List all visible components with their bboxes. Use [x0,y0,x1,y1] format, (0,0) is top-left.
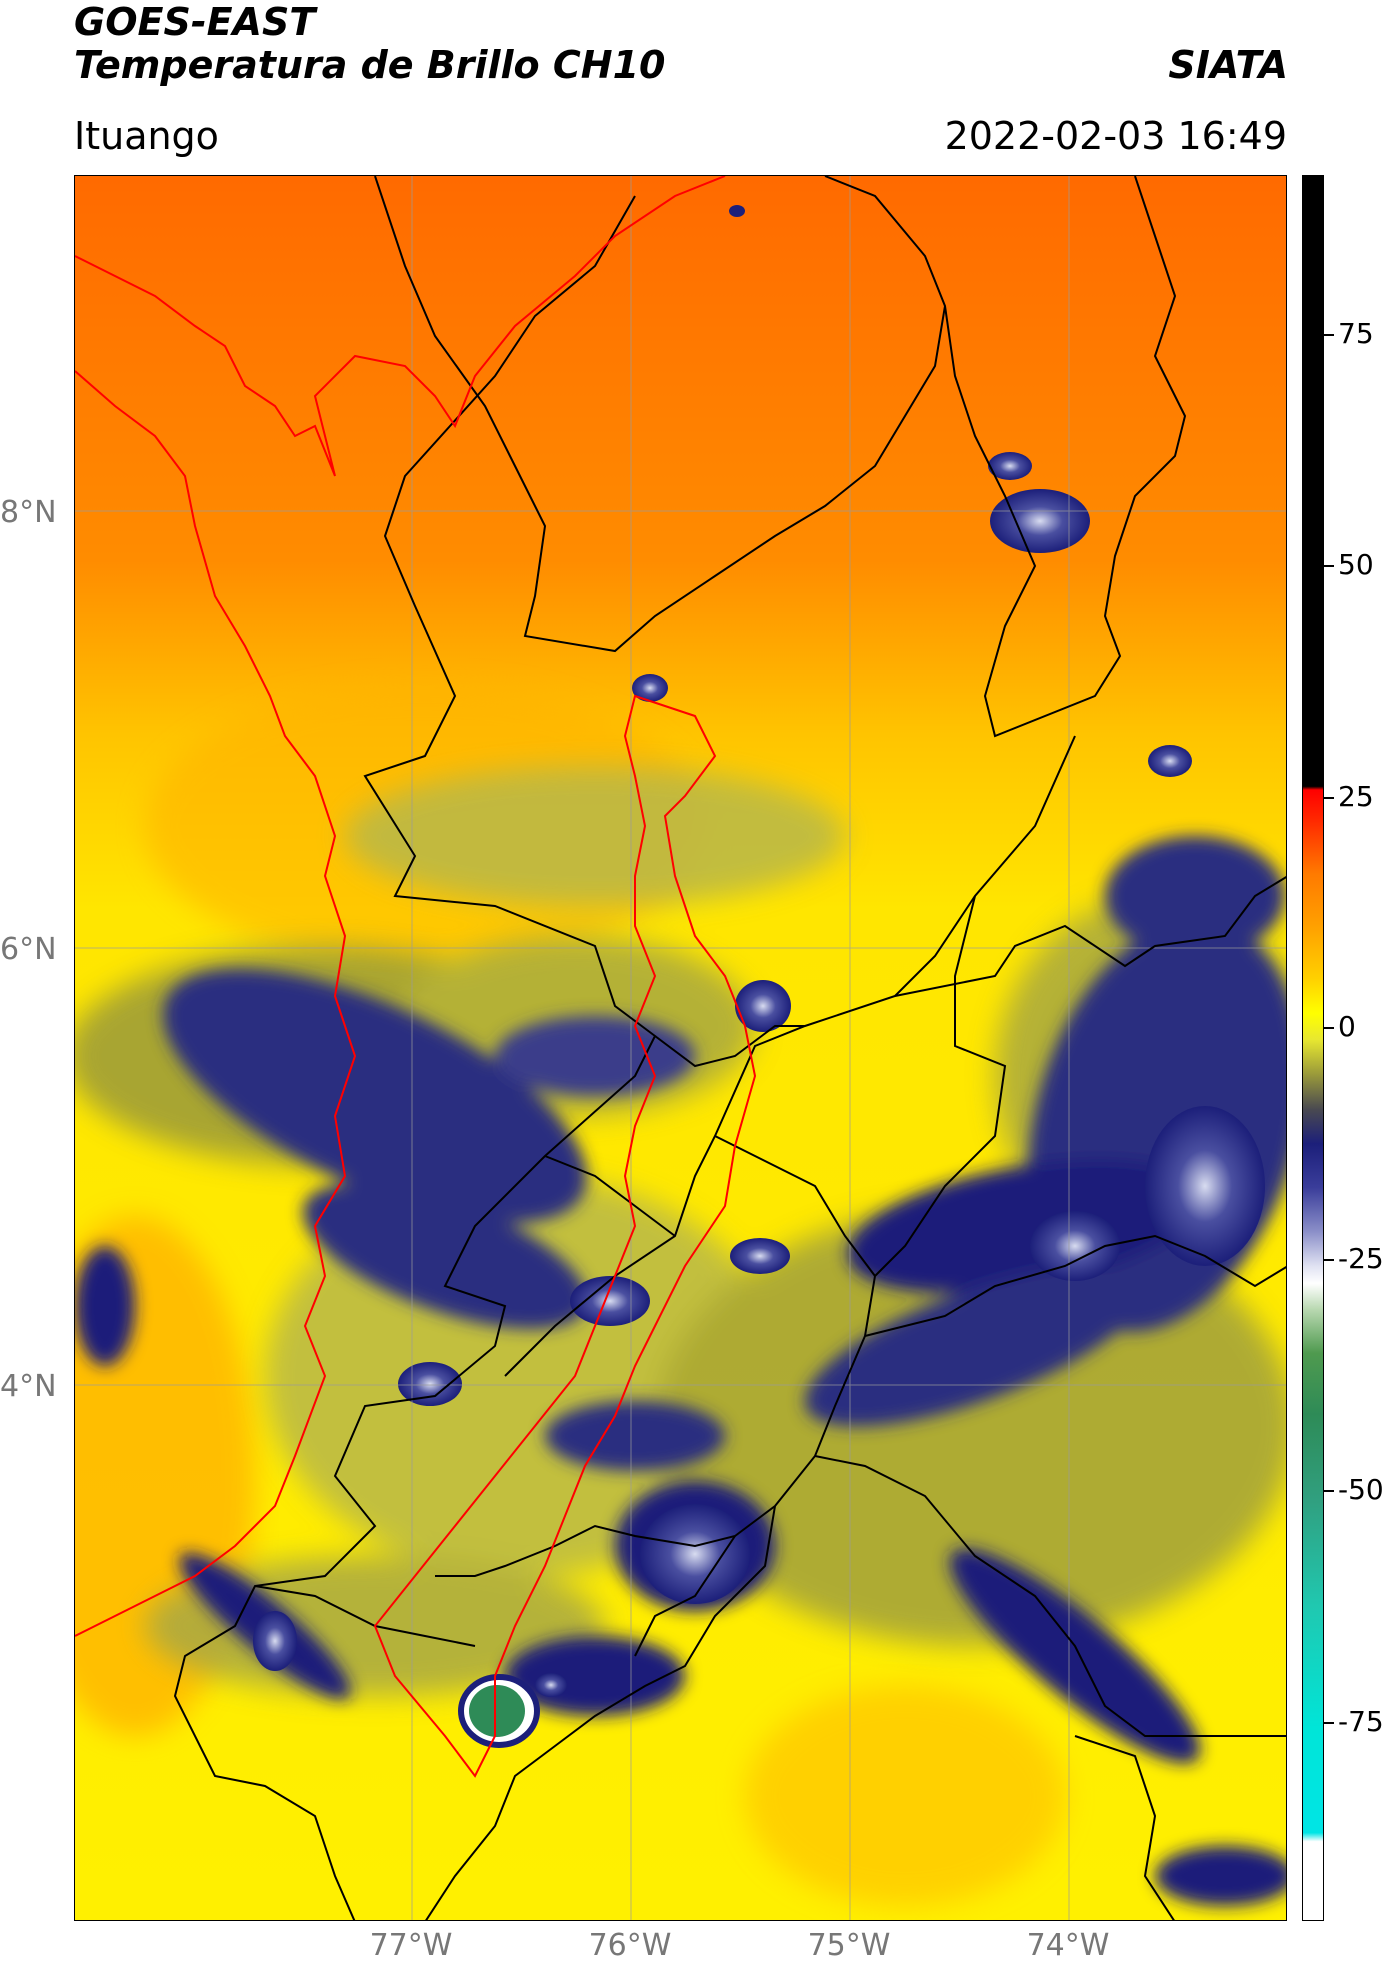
title-satellite: GOES-EAST [74,0,316,44]
colorbar-tick [1324,1722,1334,1724]
brand-label: SIATA [1168,43,1288,87]
colorbar-label-0: 0 [1338,1010,1356,1043]
storm-cores [253,205,1265,1748]
lon-label-74w: 74°W [1026,1928,1110,1963]
title-product: Temperatura de Brillo CH10 [74,43,666,87]
lon-label-75w: 75°W [807,1928,891,1963]
warm-area-south [745,1686,1065,1906]
colorbar-tick [1324,334,1334,336]
colorbar-tick [1324,1490,1334,1492]
lat-label-6n: 6°N [0,932,57,967]
colorbar-label-minus50: -50 [1338,1473,1384,1506]
coastline-and-ituango-boundary [75,176,757,1778]
colorbar-tick [1324,1259,1334,1261]
satellite-map [74,175,1287,1921]
lon-label-76w: 76°W [588,1928,672,1963]
temperature-colorbar [1302,175,1324,1921]
colorbar-label-25: 25 [1338,780,1374,813]
region-label: Ituango [74,114,219,158]
colorbar-label-minus25: -25 [1338,1242,1384,1275]
lon-label-77w: 77°W [369,1928,453,1963]
colorbar-label-75: 75 [1338,317,1374,350]
brightness-temperature-field [75,176,1286,1920]
datetime-label: 2022-02-03 16:49 [944,114,1287,158]
lat-label-4n: 4°N [0,1369,57,1404]
colorbar-tick [1324,797,1334,799]
lat-label-8n: 8°N [0,495,57,530]
colorbar-label-minus75: -75 [1338,1705,1384,1738]
colorbar-tick [1324,565,1334,567]
colorbar-tick [1324,1027,1334,1029]
colorbar-label-50: 50 [1338,548,1374,581]
